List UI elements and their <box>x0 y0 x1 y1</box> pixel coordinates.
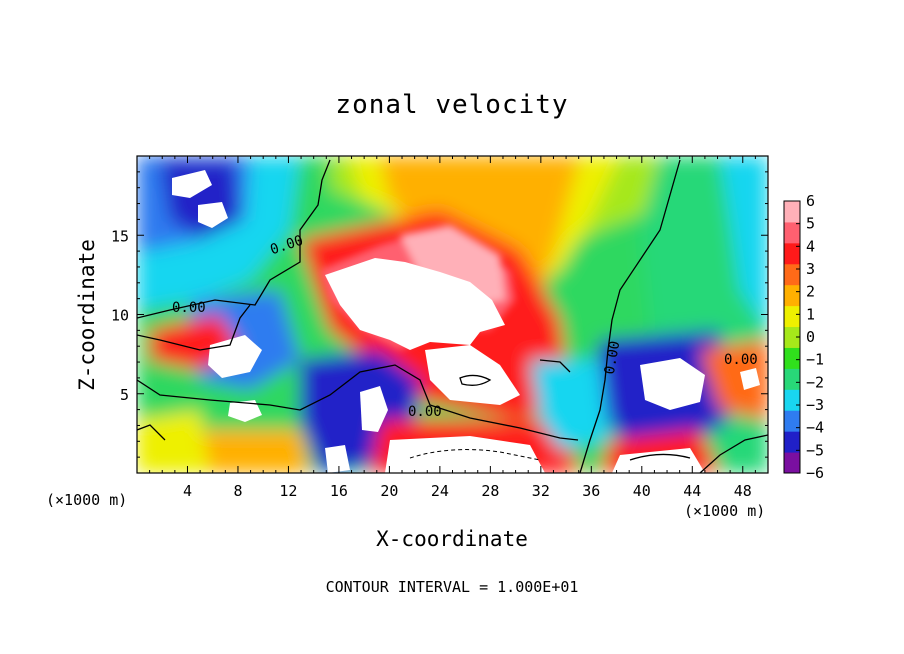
contour-label: 0.00 <box>172 300 206 316</box>
colorbar-tick-label: −1 <box>806 351 824 369</box>
x-axis-label: X-coordinate <box>376 527 528 551</box>
x-tick-label: 48 <box>734 482 752 500</box>
x-tick-label: 36 <box>582 482 600 500</box>
x-tick-label: 20 <box>380 482 398 500</box>
y-tick-label: 5 <box>120 386 129 404</box>
colorbar-segment <box>784 410 800 432</box>
contour-label: 0.00 <box>724 352 758 368</box>
colorbar-tick-label: −6 <box>806 464 824 482</box>
contour-label: 0.00 <box>602 340 624 376</box>
x-unit-label-left: (×1000 m) <box>46 491 127 509</box>
colorbar-tick-label: 0 <box>806 328 815 346</box>
x-tick-label: 12 <box>279 482 297 500</box>
x-tick-label: 16 <box>330 482 348 500</box>
contour-interval-note: CONTOUR INTERVAL = 1.000E+01 <box>326 578 579 596</box>
colorbar-segment <box>784 431 800 453</box>
velocity-field <box>137 156 768 473</box>
colorbar-segment <box>784 263 800 286</box>
x-tick-label: 32 <box>532 482 550 500</box>
colorbar-tick-label: 5 <box>806 215 815 233</box>
x-tick-label: 8 <box>233 482 242 500</box>
colorbar-segment <box>784 326 800 348</box>
colorbar-tick-label: 3 <box>806 260 815 278</box>
colorbar-tick-label: 2 <box>806 283 815 301</box>
x-tick-label: 44 <box>683 482 701 500</box>
x-unit-label-right: (×1000 m) <box>684 502 765 520</box>
y-tick-label: 15 <box>111 227 129 245</box>
colorbar-tick-label: −5 <box>806 441 824 459</box>
colorbar-segment <box>784 221 800 244</box>
y-axis-label: Z-coordinate <box>75 239 99 391</box>
colorbar-segment <box>784 347 800 369</box>
x-tick-label: 40 <box>633 482 651 500</box>
x-tick-label: 28 <box>481 482 499 500</box>
x-tick-label: 4 <box>183 482 192 500</box>
colorbar-tick-label: −4 <box>806 419 824 437</box>
colorbar-segment <box>784 452 800 474</box>
colorbar-segment <box>784 368 800 390</box>
colorbar-segment <box>784 284 800 307</box>
colorbar-tick-label: 4 <box>806 237 815 255</box>
x-tick-label: 24 <box>431 482 449 500</box>
chart-title: zonal velocity <box>335 90 568 120</box>
colorbar: 6 5 4 3 2 1 0 −1 −2 −3 −4 −5 −6 <box>783 192 824 482</box>
colorbar-segment <box>784 389 800 411</box>
colorbar-segment <box>784 242 800 265</box>
colorbar-tick-label: 1 <box>806 305 815 323</box>
colorbar-tick-label: −3 <box>806 396 824 414</box>
contour-label: 0.00 <box>408 404 442 420</box>
colorbar-tick-label: −2 <box>806 373 824 391</box>
colorbar-segment <box>784 201 800 223</box>
colorbar-segment <box>784 305 800 328</box>
colorbar-tick-label: 6 <box>806 192 815 210</box>
y-tick-label: 10 <box>111 307 129 325</box>
